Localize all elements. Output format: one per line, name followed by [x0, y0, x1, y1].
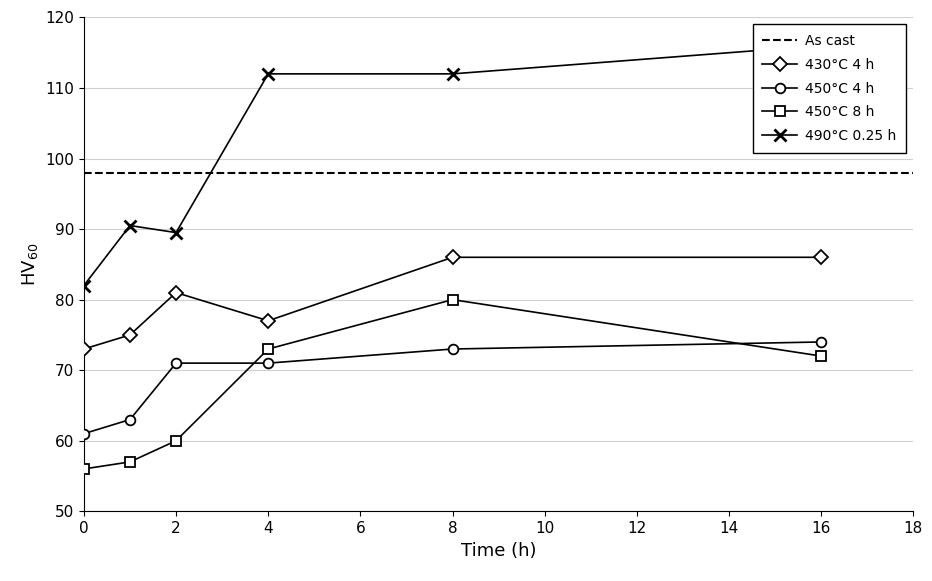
X-axis label: Time (h): Time (h): [460, 541, 537, 560]
Y-axis label: HV$_{60}$: HV$_{60}$: [20, 243, 40, 286]
Legend: As cast, 430°C 4 h, 450°C 4 h, 450°C 8 h, 490°C 0.25 h: As cast, 430°C 4 h, 450°C 4 h, 450°C 8 h…: [753, 24, 907, 153]
